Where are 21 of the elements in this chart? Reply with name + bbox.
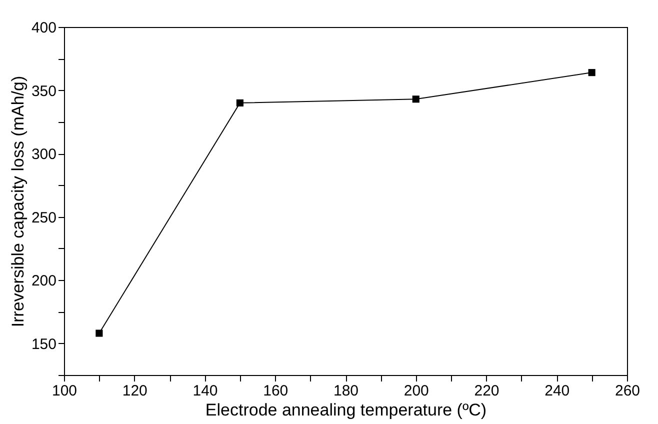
x-tick-label: 240 <box>544 382 570 400</box>
y-tick-label: 200 <box>31 272 56 290</box>
x-axis-title: Electrode annealing temperature (ºC) <box>205 400 487 420</box>
point <box>236 99 244 106</box>
y-tick-label: 300 <box>31 146 56 164</box>
x-tick-label: 180 <box>333 382 359 400</box>
point <box>96 330 103 337</box>
y-tick-label: 150 <box>31 336 56 353</box>
x-tick-label: 260 <box>614 382 640 400</box>
y-tick-label: 400 <box>31 20 56 36</box>
x-tick-label: 200 <box>404 382 429 400</box>
point <box>412 96 420 103</box>
x-tick-label: 220 <box>474 382 500 400</box>
point <box>588 69 596 76</box>
y-axis-title: Irreversible capacity loss (mAh/g) <box>8 76 28 328</box>
x-tick-label: 160 <box>263 382 288 400</box>
x-tick-label: 120 <box>122 382 148 400</box>
y-tick-label: 250 <box>31 209 56 226</box>
y-tick-label: 350 <box>31 82 56 100</box>
x-tick-label: 140 <box>192 382 218 400</box>
x-tick-label: 100 <box>52 382 78 400</box>
